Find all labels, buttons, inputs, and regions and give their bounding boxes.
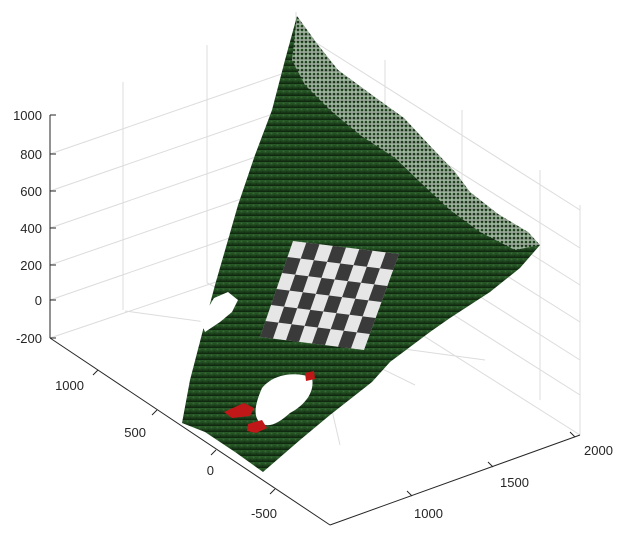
ground-surface [182,16,540,472]
checkerboard-square [278,306,298,325]
y-tick-label: 500 [124,425,146,440]
y-tick-label: 0 [207,463,214,478]
red-object [247,420,267,433]
checkerboard-square [315,277,335,296]
checkerboard-square [338,330,357,349]
checkerboard-square [349,298,369,317]
checkerboard-square [368,284,388,302]
checkerboard-square [323,295,343,314]
red-object [224,403,254,418]
y-axis-ticks: 1000 500 0 -500 [55,369,277,521]
y-tick-label: 1000 [55,378,84,393]
checkerboard-square [361,266,380,285]
red-objects [224,371,315,433]
checkerboard-square [282,257,301,275]
checkerboard-square [342,281,361,299]
checkerboard-square [308,260,328,278]
checkerboard-square [304,309,324,328]
checkerboard-square [327,245,346,264]
x-tick-label: 1000 [414,506,443,521]
axes [49,115,581,526]
checkerboard-square [300,242,320,261]
checkerboard-square [260,321,279,339]
checkerboard-square [330,313,350,331]
checkerboard-square [312,327,331,346]
upper-edge-band [292,16,540,250]
gap-left [200,292,238,332]
x-axis-ticks: 2000 1500 1000 [406,431,613,521]
checkerboard-square [289,274,309,293]
z-tick-label: 1000 [13,108,42,123]
checkerboard-square [297,292,316,310]
gap-bottom [255,374,313,426]
checkerboard-square [353,249,373,267]
z-tick-label: 800 [20,147,42,162]
red-object [305,371,315,381]
z-axis-ticks: 1000 800 600 400 200 0 -200 [13,108,56,346]
z-tick-label: 400 [20,221,42,236]
x-tick-label: 2000 [584,443,613,458]
point-cloud [182,16,540,472]
checkerboard-square [334,263,354,282]
checkerboard-square [356,316,376,334]
z-tick-label: 0 [35,293,42,308]
checkerboard-square [271,289,290,307]
checkerboard-square [380,252,399,270]
z-tick-label: 600 [20,184,42,199]
checkerboard [260,241,399,350]
z-tick-label: 200 [20,258,42,273]
z-tick-label: -200 [16,331,42,346]
checkerboard-square [286,324,305,342]
y-tick-label: -500 [251,506,277,521]
x-tick-label: 1500 [500,475,529,490]
